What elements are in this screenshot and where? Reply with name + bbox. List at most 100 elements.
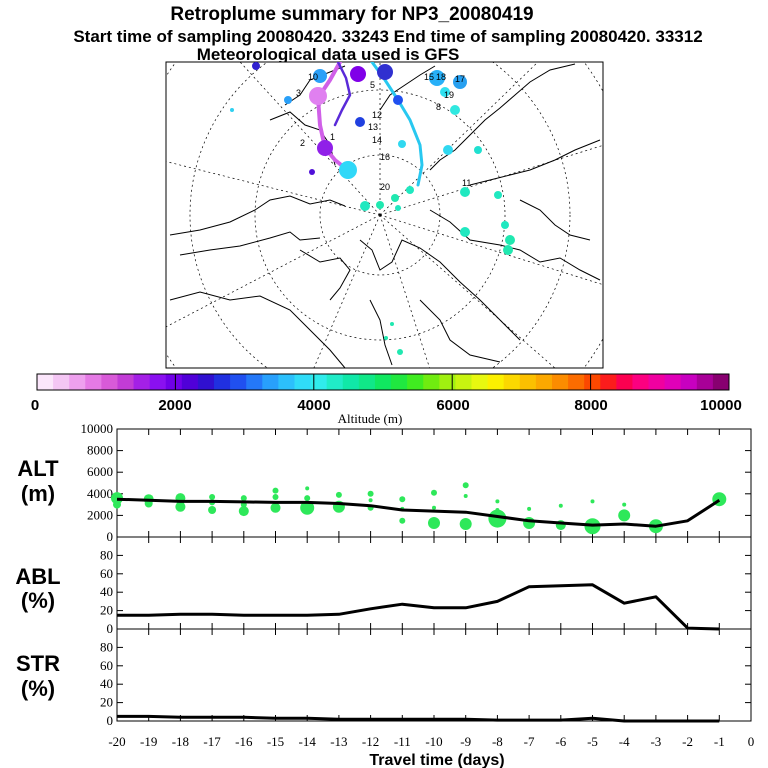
x-tick-label: -11 (394, 734, 411, 749)
str-panel-frame (116, 628, 752, 722)
x-tick-label: -20 (108, 734, 125, 749)
scatter-point (495, 499, 500, 504)
colorbar-tick-label: 2000 (158, 397, 191, 414)
colorbar-cell (487, 374, 505, 390)
x-tick-label: -8 (492, 734, 503, 749)
colorbar-cell (230, 374, 247, 390)
map-day-label: 2 (300, 138, 305, 148)
abl-series-line (117, 583, 720, 631)
meteorological-data-line: Meteorological data used is GFS (197, 45, 460, 64)
y-tick-label: 60 (100, 566, 113, 581)
scatter-point (590, 499, 595, 504)
colorbar-tick-label: 4000 (297, 397, 330, 414)
scatter-point (113, 500, 121, 509)
colorbar-cell (278, 374, 295, 390)
scatter-point (335, 491, 342, 498)
abl-panel-unit: (%) (21, 588, 55, 613)
scatter-point (428, 517, 440, 529)
altitude-colorbar: 0 2000 4000 6000 8000 10000 Altitude (m) (31, 373, 742, 426)
plume-markers (230, 62, 515, 355)
colorbar-cell (680, 374, 698, 390)
colorbar-frame (36, 373, 730, 391)
colorbar-cell (519, 374, 537, 390)
colorbar-cell (374, 374, 392, 390)
x-tick-label: -17 (203, 734, 221, 749)
colorbar-cell (696, 374, 714, 390)
map-frame (165, 61, 604, 369)
trajectory-day-labels: 3 5 8 10 11 12 13 14 15 16 17 18 19 20 1… (296, 72, 471, 192)
colorbar-cell (165, 374, 183, 390)
map-day-label: 12 (372, 110, 382, 120)
abl-chart-content: 0 20 40 60 80 (100, 537, 752, 636)
sampling-time-line: Start time of sampling 20080420. 33243 E… (73, 27, 702, 46)
x-tick-label: -2 (682, 734, 693, 749)
colorbar-cell (616, 374, 633, 390)
colorbar-cell (294, 374, 312, 390)
scatter-point (300, 500, 315, 515)
x-tick-label: -12 (362, 734, 379, 749)
y-tick-label: 20 (100, 695, 113, 710)
colorbar-cell (600, 374, 617, 390)
scatter-point (208, 506, 217, 514)
map-day-label: 14 (372, 135, 382, 145)
colorbar-cell (133, 374, 151, 390)
str-chart-content: 0 20 40 60 80 (100, 629, 752, 728)
colorbar-cell (326, 374, 344, 390)
y-tick-label: 2000 (87, 507, 113, 522)
y-tick-label: 6000 (87, 464, 113, 479)
meridian-lines (166, 62, 603, 368)
alt-chart-content: 0 2000 4000 6000 8000 10000 (81, 421, 752, 544)
scatter-point (432, 505, 436, 510)
scatter-point (622, 502, 627, 507)
y-tick-label: 40 (100, 676, 113, 691)
colorbar-cell (407, 374, 424, 390)
colorbar-cell (53, 374, 70, 390)
trajectory-track-violet (333, 62, 352, 127)
map-day-label: 16 (380, 152, 390, 162)
scatter-point (459, 518, 472, 530)
x-tick-label: -15 (267, 734, 284, 749)
x-tick-label: 0 (748, 734, 755, 749)
colorbar-cells (37, 374, 730, 390)
x-tick-label: -5 (587, 734, 598, 749)
map-day-label: 13 (368, 122, 378, 132)
colorbar-cell (214, 374, 231, 390)
abl-panel: ABL (%) 0 20 40 60 80 (15, 536, 752, 636)
x-tick-label: -13 (330, 734, 347, 749)
map-day-label: 20 (380, 182, 390, 192)
y-tick-label: 60 (100, 658, 113, 673)
map-day-label: 8 (436, 102, 441, 112)
colorbar-cell (197, 374, 215, 390)
y-tick-label: 20 (100, 603, 113, 618)
scatter-point (558, 503, 563, 508)
colorbar-cell (85, 374, 102, 390)
figure-title: Retroplume summary for NP3_20080419 (170, 4, 533, 25)
x-tick-label: -10 (425, 734, 442, 749)
y-tick-label: 10000 (81, 421, 114, 436)
scatter-point (270, 502, 281, 513)
scatter-point (462, 482, 469, 489)
alt-series-line (116, 497, 721, 528)
abl-panel-label: ABL (15, 564, 60, 589)
scatter-point (305, 486, 310, 491)
scatter-point (111, 492, 123, 505)
colorbar-tick-label: 0 (31, 397, 39, 414)
scatter-point (175, 501, 186, 512)
colorbar-cell (37, 374, 54, 390)
colorbar-tick-label: 10000 (700, 397, 742, 414)
colorbar-cell (391, 374, 408, 390)
colorbar-tick-label: 6000 (436, 397, 469, 414)
y-tick-label: 8000 (87, 443, 113, 458)
scatter-point (272, 487, 279, 494)
y-tick-label: 4000 (87, 486, 113, 501)
map-day-label: 10 (308, 72, 318, 82)
scatter-point (304, 495, 311, 502)
str-panel-unit: (%) (21, 676, 55, 701)
scatter-point (488, 509, 507, 528)
latitude-circles (166, 62, 603, 368)
colorbar-cell (69, 374, 86, 390)
scatter-point (272, 494, 279, 500)
colorbar-cell (503, 374, 521, 390)
polar-map-panel: 3 5 8 10 11 12 13 14 15 16 17 18 19 20 1… (165, 61, 604, 369)
alt-panel-label: ALT (17, 456, 59, 481)
